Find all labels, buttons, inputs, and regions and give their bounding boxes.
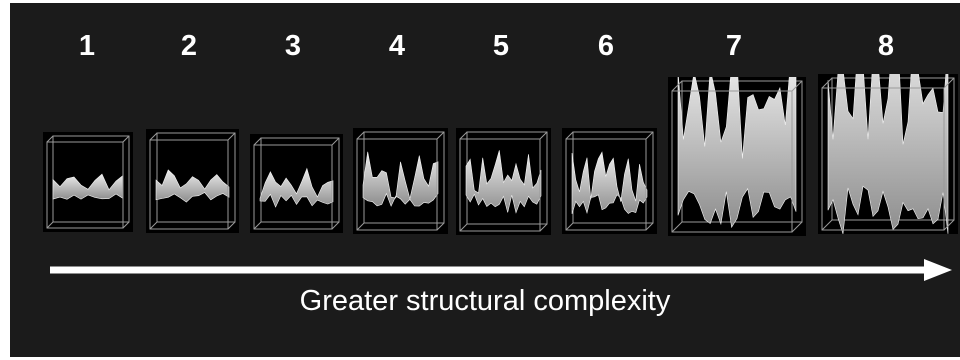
stage-label-6: 6	[597, 30, 615, 62]
surface-tile-4	[353, 128, 448, 234]
caption: Greater structural complexity	[299, 285, 671, 317]
surface-tile-5	[456, 128, 551, 235]
surface-tile-7	[668, 77, 806, 236]
stage-label-7: 7	[725, 30, 743, 62]
stage-label-4: 4	[388, 30, 406, 62]
stage-label-1: 1	[78, 30, 96, 62]
arrow-head-icon	[924, 259, 952, 281]
stage-label-2: 2	[180, 30, 198, 62]
surface-tile-1	[43, 132, 133, 232]
stage-label-3: 3	[284, 30, 302, 62]
surface-tile-2	[146, 129, 239, 233]
surface-tile-8	[818, 74, 958, 234]
surface-tile-6	[562, 128, 657, 234]
stage-label-5: 5	[492, 30, 510, 62]
surface-tile-3	[250, 134, 343, 233]
stage-label-8: 8	[877, 30, 895, 62]
